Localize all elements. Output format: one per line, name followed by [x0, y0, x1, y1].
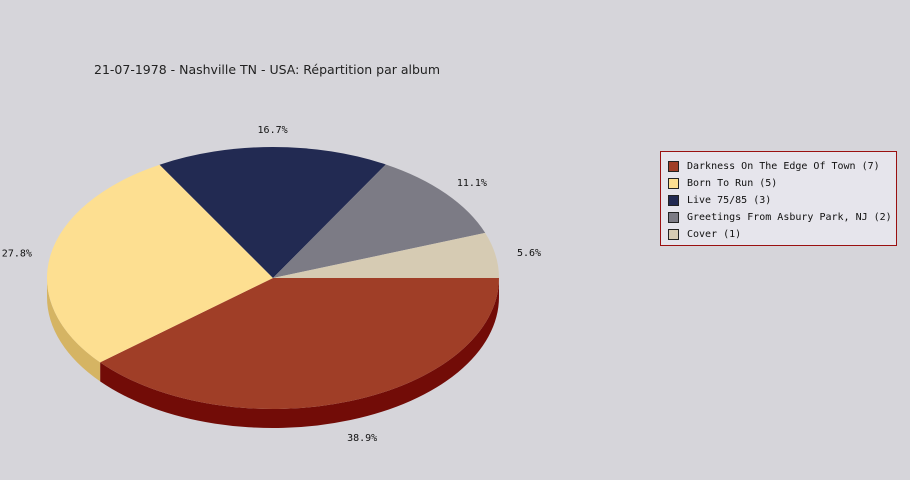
legend-item: Greetings From Asbury Park, NJ (2) — [668, 209, 896, 226]
pie-slice-label: 27.8% — [2, 248, 32, 259]
legend-label: Greetings From Asbury Park, NJ (2) — [687, 212, 892, 223]
legend-swatch — [668, 161, 679, 172]
chart-title: 21-07-1978 - Nashville TN - USA: Réparti… — [94, 62, 440, 77]
legend-swatch — [668, 229, 679, 240]
pie-slice — [273, 232, 499, 278]
pie-slice-label: 38.9% — [347, 433, 377, 444]
legend-swatch — [668, 178, 679, 189]
legend-label: Darkness On The Edge Of Town (7) — [687, 161, 880, 172]
legend-item: Cover (1) — [668, 226, 896, 243]
pie-slices — [46, 147, 500, 410]
legend-item: Darkness On The Edge Of Town (7) — [668, 158, 896, 175]
legend-item: Live 75/85 (3) — [668, 192, 896, 209]
pie-slice-label: 5.6% — [517, 248, 541, 259]
legend-item: Born To Run (5) — [668, 175, 896, 192]
legend-swatch — [668, 212, 679, 223]
pie-slice — [46, 164, 273, 363]
pie-slice — [159, 147, 386, 278]
legend-swatch — [668, 195, 679, 206]
pie-slice-side — [47, 278, 101, 382]
pie-slice — [100, 278, 500, 410]
pie-labels: 38.9% 27.8% 16.7% 11.1% 5.6% — [2, 125, 541, 444]
pie-slice-label: 16.7% — [258, 125, 288, 136]
pie-sides — [47, 278, 500, 428]
legend-label: Born To Run (5) — [687, 178, 778, 189]
pie-slice — [273, 164, 486, 278]
pie-slice-side — [100, 278, 500, 428]
pie-slice-label: 11.1% — [457, 178, 487, 189]
legend-label: Cover (1) — [687, 229, 742, 240]
legend-label: Live 75/85 (3) — [687, 195, 772, 206]
chart-legend: Darkness On The Edge Of Town (7) Born To… — [660, 151, 897, 246]
